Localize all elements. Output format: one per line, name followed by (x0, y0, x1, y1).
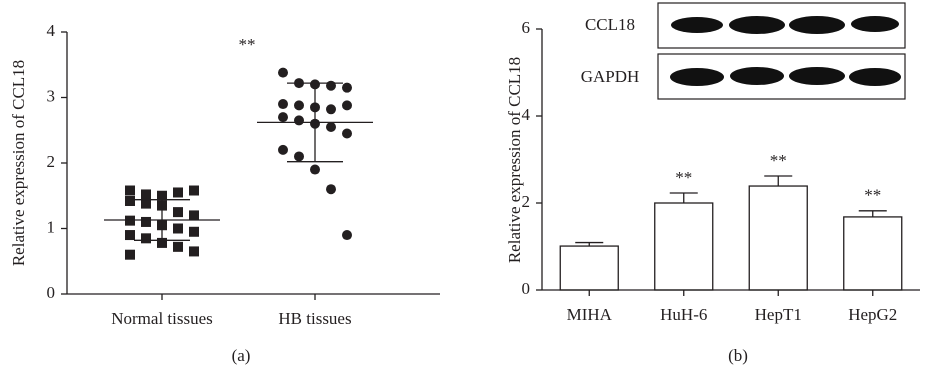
data-point (173, 224, 183, 234)
data-point (141, 233, 151, 243)
data-point (125, 186, 135, 196)
data-point (294, 151, 304, 161)
data-point (278, 68, 288, 78)
data-point (189, 246, 199, 256)
data-point (294, 115, 304, 125)
significance: ** (675, 168, 692, 187)
data-point (189, 210, 199, 220)
x-tick-label: MIHA (567, 305, 613, 324)
y-tick-label: 0 (522, 279, 531, 298)
x-tick-label: HuH-6 (660, 305, 707, 324)
y-tick-label: 6 (522, 18, 531, 37)
data-point (310, 165, 320, 175)
y-tick-label: 1 (47, 217, 56, 236)
panel-label: (b) (728, 346, 748, 365)
y-tick-label: 4 (522, 105, 531, 124)
panel-label: (a) (232, 346, 251, 365)
data-point (173, 242, 183, 252)
y-tick-label: 0 (47, 283, 56, 302)
data-point (141, 217, 151, 227)
x-tick-label: HepT1 (755, 305, 802, 324)
bar (749, 186, 807, 290)
data-point (342, 230, 352, 240)
significance: ** (239, 35, 256, 54)
data-point (141, 189, 151, 199)
data-point (125, 196, 135, 206)
y-axis-label: Relative expression of CCL18 (9, 60, 28, 266)
bar (655, 203, 713, 290)
data-point (342, 100, 352, 110)
data-point (342, 83, 352, 93)
data-point (189, 186, 199, 196)
data-point (326, 122, 336, 132)
data-point (125, 250, 135, 260)
data-point (326, 81, 336, 91)
data-point (278, 99, 288, 109)
y-tick-label: 3 (47, 86, 56, 105)
x-tick-label: Normal tissues (111, 309, 213, 328)
data-point (278, 112, 288, 122)
bar (560, 246, 618, 290)
data-point (173, 187, 183, 197)
data-point (125, 216, 135, 226)
data-point (189, 227, 199, 237)
data-point (342, 129, 352, 139)
data-point (326, 184, 336, 194)
y-axis-label: Relative expression of CCL18 (505, 57, 524, 263)
x-tick-label: HB tissues (278, 309, 351, 328)
data-point (278, 145, 288, 155)
bar (844, 217, 902, 290)
blot-label: GAPDH (581, 67, 640, 86)
data-point (294, 100, 304, 110)
blot-label: CCL18 (585, 15, 635, 34)
significance: ** (864, 186, 881, 205)
figure: (a) (b) Relative expression of CCL18 Rel… (0, 0, 936, 372)
y-tick-label: 2 (522, 192, 531, 211)
significance: ** (770, 151, 787, 170)
y-tick-label: 4 (47, 21, 56, 40)
data-point (125, 230, 135, 240)
blot-inset: CCL18 GAPDH (581, 3, 905, 99)
y-tick-label: 2 (47, 152, 56, 171)
data-point (326, 104, 336, 114)
data-point (173, 207, 183, 217)
x-tick-label: HepG2 (848, 305, 897, 324)
